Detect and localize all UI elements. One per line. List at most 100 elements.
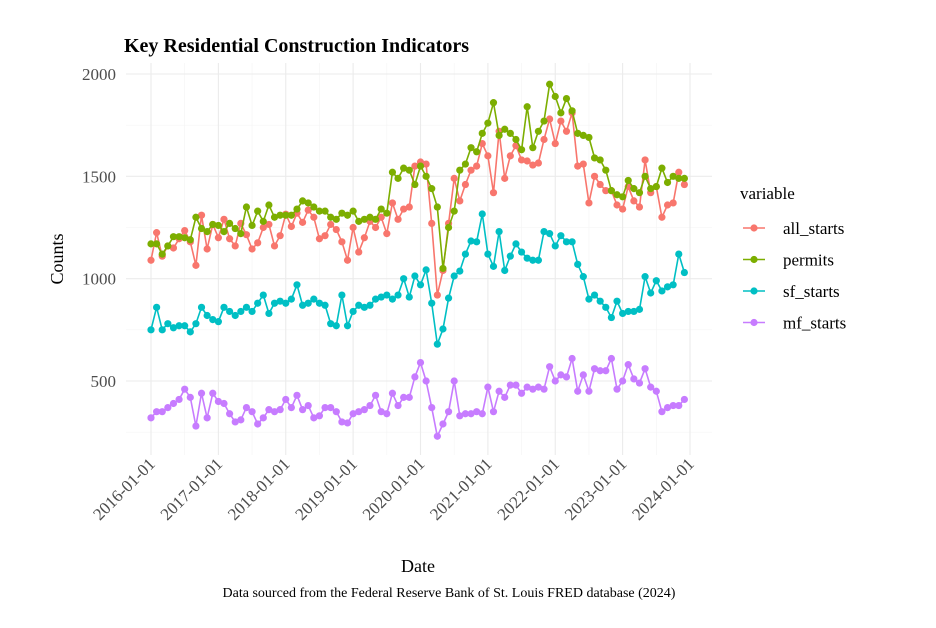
data-point (574, 162, 582, 170)
data-point (422, 172, 430, 180)
data-point (596, 180, 604, 189)
data-point (254, 207, 262, 215)
data-point (647, 289, 655, 297)
legend-label: all_starts (783, 219, 844, 238)
data-point (315, 207, 324, 215)
data-point (242, 303, 251, 311)
data-point (669, 401, 677, 410)
data-point (461, 180, 470, 189)
data-point (175, 395, 183, 404)
data-point (147, 414, 155, 422)
data-point (456, 166, 464, 174)
legend-item-sf_starts: sf_starts (743, 282, 840, 301)
data-point (523, 103, 531, 111)
data-point (624, 307, 632, 316)
data-point (557, 109, 565, 117)
legend-item-permits: permits (743, 251, 834, 270)
y-tick-label: 1500 (82, 167, 116, 186)
data-point (327, 220, 335, 229)
data-point (523, 157, 531, 165)
data-point (169, 399, 178, 408)
data-point (585, 133, 593, 142)
data-point (377, 293, 385, 301)
data-point (506, 381, 514, 389)
data-point (287, 222, 295, 231)
data-point (635, 305, 644, 313)
data-point (366, 301, 374, 309)
data-point (153, 240, 161, 248)
data-point (158, 326, 166, 334)
data-point (652, 387, 660, 395)
data-point (574, 260, 582, 268)
data-point (630, 197, 638, 205)
data-point (276, 406, 284, 414)
data-point (658, 164, 666, 172)
data-point (405, 203, 413, 211)
data-point (242, 231, 251, 239)
data-point (568, 354, 576, 363)
y-axis-title: Counts (47, 233, 67, 284)
data-point (428, 299, 436, 307)
data-point (585, 199, 593, 207)
data-point (619, 377, 627, 385)
data-point (214, 318, 222, 326)
data-point (293, 391, 301, 399)
data-point (158, 250, 166, 258)
data-point (265, 309, 273, 318)
data-point (304, 299, 312, 307)
data-point (355, 301, 363, 309)
data-point (422, 377, 430, 385)
data-point (259, 414, 267, 422)
data-point (495, 387, 503, 395)
data-point (422, 160, 430, 168)
x-tick-label: 2023-01-01 (561, 454, 631, 524)
data-point (450, 207, 458, 215)
data-point (349, 207, 357, 215)
data-point (675, 250, 683, 258)
data-point (298, 197, 307, 205)
data-point (456, 197, 464, 205)
data-point (355, 408, 363, 416)
data-point (680, 395, 688, 404)
data-point (663, 178, 672, 187)
data-point (276, 211, 284, 219)
data-point (557, 232, 565, 240)
series-mf_starts (147, 354, 688, 440)
data-point (663, 201, 672, 209)
data-point (551, 242, 559, 250)
data-point (663, 283, 672, 291)
data-point (439, 325, 447, 333)
data-point (444, 223, 453, 232)
data-point (647, 185, 655, 193)
chart-title: Key Residential Construction Indicators (124, 35, 469, 57)
caption: Data sourced from the Federal Reserve Ba… (223, 586, 676, 601)
data-point (214, 221, 222, 230)
data-point (461, 250, 470, 258)
data-point (371, 295, 380, 303)
data-point (355, 248, 363, 256)
data-point (371, 391, 380, 399)
data-point (680, 268, 688, 277)
data-point (394, 215, 402, 223)
series-all_starts (147, 109, 688, 299)
data-point (590, 291, 599, 299)
data-point (158, 408, 166, 416)
data-point (456, 267, 464, 275)
y-tick-label: 500 (91, 372, 117, 391)
data-point (254, 420, 262, 428)
data-point (624, 176, 632, 185)
x-tick-label: 2024-01-01 (628, 454, 698, 524)
data-point (360, 234, 368, 242)
data-point (349, 307, 357, 316)
data-point (164, 320, 172, 328)
data-point (506, 129, 514, 137)
data-point (332, 215, 340, 223)
data-point (562, 127, 571, 135)
legend-label: mf_starts (783, 314, 846, 333)
series-layer (147, 80, 688, 440)
data-point (579, 273, 587, 281)
x-tick-label: 2020-01-01 (359, 454, 429, 524)
data-point (231, 224, 239, 233)
data-point (226, 219, 234, 228)
data-point (568, 107, 576, 115)
